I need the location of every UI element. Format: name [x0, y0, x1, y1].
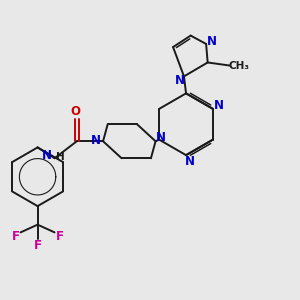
Text: O: O [71, 105, 81, 118]
Text: F: F [11, 230, 20, 243]
Text: N: N [185, 155, 195, 168]
Text: N: N [214, 99, 224, 112]
Text: N: N [42, 148, 52, 162]
Text: F: F [34, 239, 42, 252]
Text: N: N [91, 134, 101, 147]
Text: N: N [207, 35, 217, 48]
Text: CH₃: CH₃ [228, 61, 249, 70]
Text: F: F [56, 230, 64, 243]
Text: N: N [175, 74, 185, 87]
Text: H: H [56, 152, 65, 162]
Text: N: N [156, 130, 166, 144]
